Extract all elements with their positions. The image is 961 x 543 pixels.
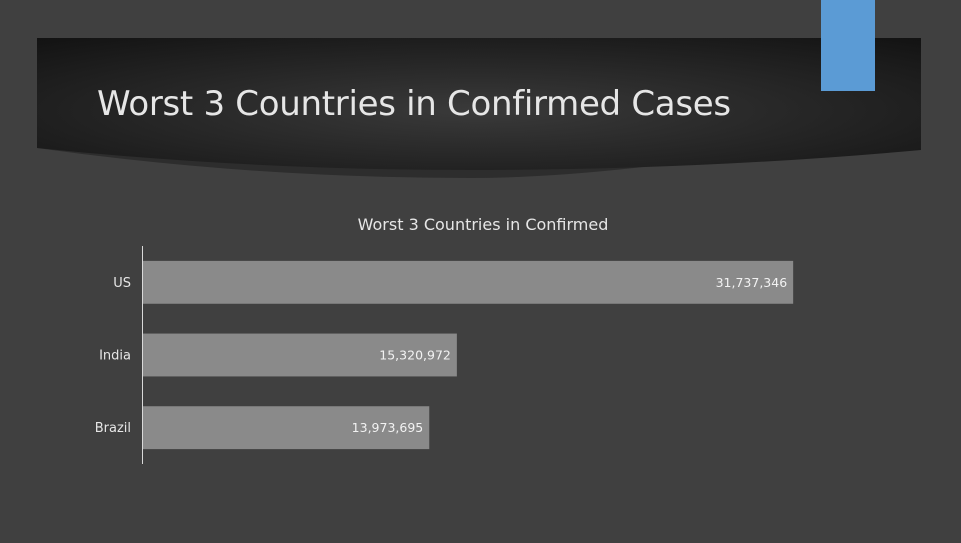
bar-us	[143, 260, 794, 304]
category-label-brazil: Brazil	[95, 421, 131, 436]
bar-brazil	[143, 406, 430, 450]
title-banner	[37, 38, 921, 178]
value-label-brazil: 13,973,695	[352, 420, 424, 435]
value-label-india: 15,320,972	[379, 348, 451, 363]
category-label-us: US	[113, 276, 131, 291]
chart-title: Worst 3 Countries in Confirmed	[358, 215, 609, 234]
value-label-us: 31,737,346	[716, 275, 788, 290]
bar-india	[143, 333, 457, 377]
category-label-india: India	[99, 349, 131, 364]
accent-tab	[821, 0, 875, 91]
slide-title: Worst 3 Countries in Confirmed Cases	[97, 84, 731, 124]
